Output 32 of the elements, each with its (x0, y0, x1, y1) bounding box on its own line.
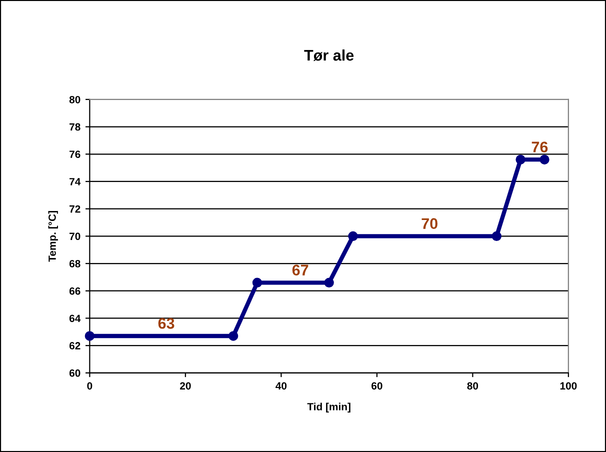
x-tick-label: 100 (560, 382, 577, 390)
point (492, 231, 502, 242)
point (324, 278, 334, 288)
x-tick-label: 60 (372, 382, 382, 390)
x-tick-label: 40 (276, 382, 287, 390)
point (516, 154, 526, 164)
x-tick-label: 20 (180, 382, 191, 390)
y-tick-label: 60 (69, 369, 80, 377)
point (540, 154, 550, 164)
y-tick-label: 78 (70, 123, 80, 131)
annotation: 76 (532, 142, 548, 152)
annotation: 70 (422, 218, 438, 229)
y-tick-label: 62 (69, 342, 80, 350)
x-tick-label: 80 (467, 382, 478, 390)
y-tick-label: 66 (69, 287, 80, 295)
y-tick-label: 72 (70, 205, 80, 213)
x-axis-title: Tid [min] (307, 402, 350, 412)
y-tick-label: 68 (69, 260, 80, 268)
x-tick-label: 0 (87, 382, 92, 390)
point (348, 231, 358, 242)
y-axis-title: Temp. [°C] (48, 211, 58, 262)
point (252, 278, 262, 288)
point (84, 331, 95, 341)
point (228, 331, 238, 341)
y-tick-label: 74 (70, 178, 81, 186)
y-tick-label: 70 (70, 232, 80, 240)
y-tick-label: 80 (69, 96, 80, 104)
annotation: 63 (158, 318, 174, 329)
y-tick-label: 64 (69, 314, 81, 322)
y-tick-label: 76 (70, 150, 80, 158)
annotation: 67 (292, 264, 308, 276)
chart-title: Tør ale (304, 49, 354, 61)
